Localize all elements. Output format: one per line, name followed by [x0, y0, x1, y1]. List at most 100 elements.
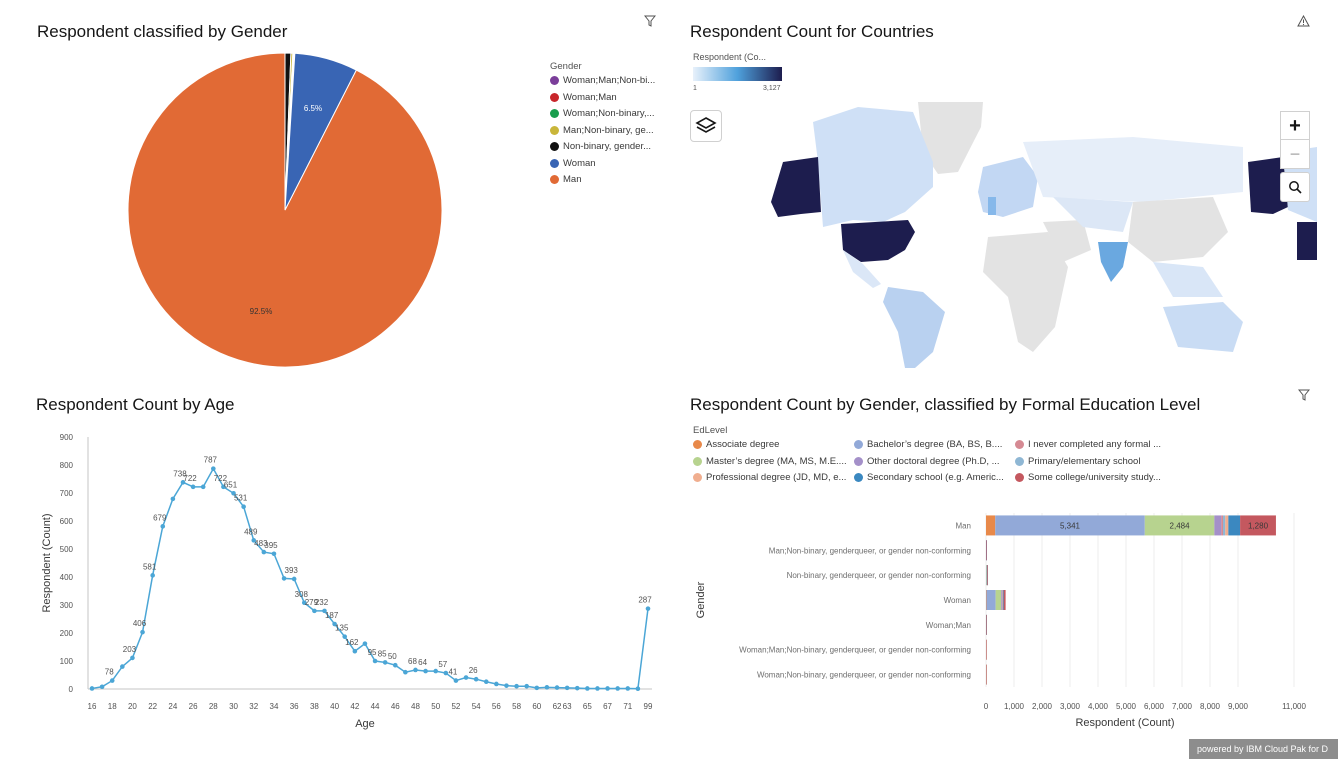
pie-slice-woman [284, 52, 357, 211]
age-data-label: 651 [224, 480, 238, 489]
map-alaska-left [771, 157, 821, 217]
edu-legend-item[interactable]: Other doctoral degree (Ph.D, ... [854, 456, 1000, 467]
map-greenland [918, 102, 983, 174]
age-data-label: 393 [285, 566, 299, 575]
filter-icon[interactable] [643, 14, 657, 32]
age-point [322, 608, 327, 614]
gender-legend-item[interactable]: Non-binary, gender... [550, 141, 651, 152]
y-category-label: Woman [944, 596, 971, 605]
powered-by-badge[interactable]: powered by IBM Cloud Pak for D [1189, 739, 1338, 759]
age-point [150, 573, 155, 578]
age-data-label: 187 [325, 611, 339, 620]
age-point [574, 685, 580, 691]
x-axis-title: Age [355, 718, 375, 730]
x-tick-label: 18 [108, 702, 117, 711]
age-point [494, 681, 499, 687]
age-data-label: 483 [254, 539, 268, 548]
filter-icon[interactable] [1297, 388, 1311, 406]
age-panel: Respondent Count by Age 0 100 200 300 400 500… [0, 380, 669, 759]
map-uk [988, 197, 996, 215]
age-data-label: 722 [214, 474, 228, 483]
age-point [221, 484, 226, 490]
age-point [241, 504, 246, 510]
x-tick-label: 24 [168, 702, 177, 711]
y-tick-label: 900 [60, 433, 74, 442]
age-point [564, 685, 570, 691]
search-icon [1289, 181, 1302, 194]
age-data-label: 162 [345, 638, 359, 647]
map-alaska-right [1248, 157, 1288, 214]
edu-legend-item[interactable]: Bachelor’s degree (BA, BS, B.... [854, 439, 1002, 450]
gender-legend-item[interactable]: Woman;Non-binary,... [550, 108, 655, 119]
age-point [372, 658, 378, 664]
y-category-label: Man [955, 521, 971, 530]
warning-icon[interactable] [1297, 14, 1310, 32]
gender-legend-item[interactable]: Man;Non-binary, ge... [550, 125, 654, 136]
y-tick-label: 700 [60, 489, 74, 498]
edu-legend-item[interactable]: I never completed any formal ... [1015, 439, 1161, 450]
legend-label: I never completed any formal ... [1028, 439, 1162, 450]
education-panel: Respondent Count by Gender, classified b… [683, 380, 1338, 739]
x-tick-label: 22 [148, 702, 157, 711]
legend-swatch [1015, 440, 1024, 449]
edu-legend-item[interactable]: Associate degree [693, 439, 779, 450]
map-layers-button[interactable] [690, 110, 722, 142]
gender-legend-title: Gender [550, 61, 582, 72]
edu-legend-item[interactable]: Professional degree (JD, MD, e... [693, 472, 846, 483]
x-tick-label: 44 [371, 702, 380, 711]
age-point [534, 685, 540, 691]
age-point [433, 668, 439, 674]
age-point [524, 683, 529, 689]
edu-bar-segment [1225, 515, 1229, 536]
age-point [403, 669, 408, 675]
zoom-in-button[interactable]: + [1280, 111, 1310, 141]
gender-legend-item[interactable]: Woman;Man [550, 92, 617, 103]
age-point [120, 664, 125, 669]
map-australia [1163, 302, 1243, 352]
x-tick-label: 11,000 [1282, 702, 1306, 711]
age-data-label: 489 [244, 527, 258, 536]
age-point [312, 608, 317, 614]
map-africa [983, 232, 1068, 352]
x-tick-label: 36 [290, 702, 299, 711]
age-point [261, 549, 267, 555]
edu-legend-item[interactable]: Primary/elementary school [1015, 456, 1140, 467]
age-point [281, 576, 287, 581]
map-se-asia [1153, 262, 1223, 297]
age-data-label: 722 [183, 474, 197, 483]
world-map[interactable] [683, 102, 1317, 368]
x-tick-label: 20 [128, 702, 137, 711]
edu-legend-item[interactable]: Secondary school (e.g. Americ... [854, 472, 1004, 483]
gender-legend-item[interactable]: Man [550, 174, 581, 185]
map-search-button[interactable] [1280, 172, 1310, 202]
age-point [615, 686, 620, 691]
age-point [99, 684, 105, 690]
gender-legend-item[interactable]: Woman;Man;Non-bi... [550, 75, 655, 86]
edu-bar-segment [1002, 590, 1004, 610]
edu-legend-item[interactable]: Master’s degree (MA, MS, M.E.... [693, 456, 847, 467]
x-tick-label: 16 [88, 702, 97, 711]
age-point [554, 685, 560, 690]
y-tick-label: 500 [60, 545, 74, 554]
map-europe [978, 157, 1038, 217]
map-russia [1023, 137, 1243, 202]
legend-swatch [550, 76, 559, 85]
map-legend-max: 3,127 [763, 85, 781, 92]
edu-legend-item[interactable]: Some college/university study... [1015, 472, 1161, 483]
legend-label: Associate degree [706, 439, 780, 450]
map-panel: Respondent Count for Countries Responden… [683, 0, 1338, 380]
age-data-label: 57 [438, 660, 447, 669]
y-tick-label: 800 [60, 461, 74, 470]
age-point [130, 655, 135, 661]
legend-swatch [1015, 456, 1024, 466]
y-axis-title: Gender [695, 581, 707, 618]
age-point [504, 683, 509, 688]
legend-label: Man;Non-binary, ge... [563, 124, 654, 136]
gender-legend-item[interactable]: Woman [550, 158, 596, 169]
age-data-label: 406 [133, 619, 147, 628]
edu-bar-segment [987, 565, 988, 586]
age-point [200, 484, 206, 490]
legend-swatch [693, 473, 702, 482]
age-point [180, 480, 186, 485]
zoom-out-button[interactable]: − [1280, 139, 1310, 169]
